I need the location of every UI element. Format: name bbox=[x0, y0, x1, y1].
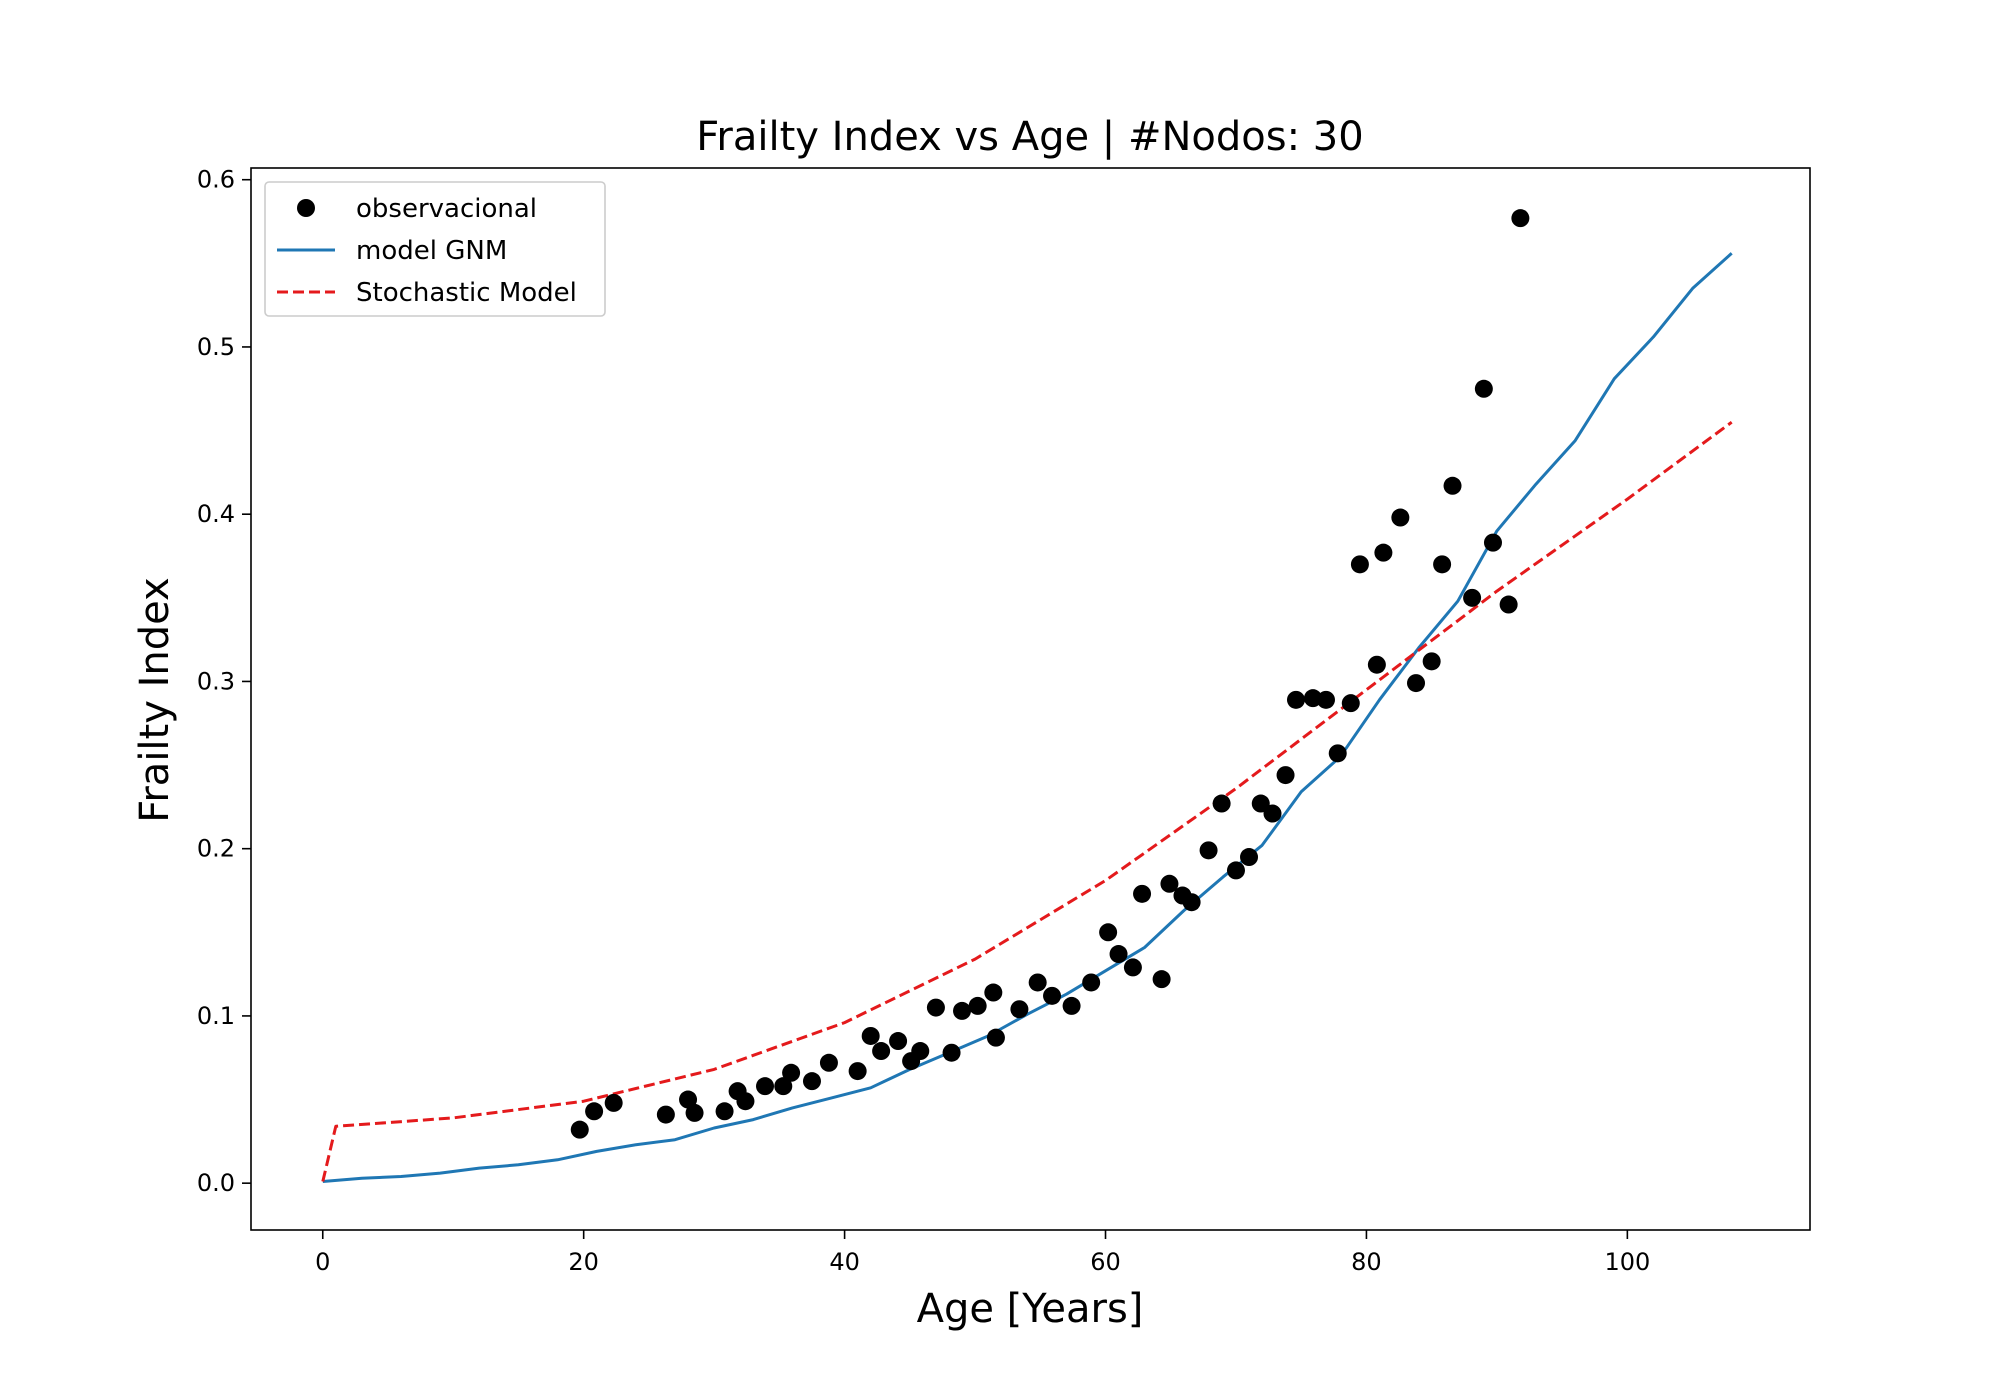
plot-area bbox=[321, 209, 1733, 1183]
x-tick-label: 0 bbox=[315, 1248, 330, 1276]
data-point bbox=[986, 1028, 1005, 1047]
legend-label: Stochastic Model bbox=[356, 278, 577, 308]
data-point bbox=[782, 1063, 801, 1082]
data-point bbox=[1407, 674, 1426, 693]
y-tick-label: 0.0 bbox=[197, 1169, 235, 1197]
data-point bbox=[1374, 543, 1393, 562]
data-point bbox=[1152, 970, 1171, 989]
data-point bbox=[1263, 804, 1282, 823]
data-point bbox=[911, 1042, 930, 1061]
data-point bbox=[1109, 945, 1128, 964]
data-point bbox=[1043, 986, 1062, 1005]
x-tick-label: 80 bbox=[1351, 1248, 1382, 1276]
data-point bbox=[926, 998, 945, 1017]
y-tick-label: 0.6 bbox=[197, 166, 235, 194]
x-tick-label: 100 bbox=[1604, 1248, 1650, 1276]
data-point bbox=[984, 983, 1003, 1002]
x-axis-ticks: 0 20 40 60 80 100 bbox=[315, 1230, 1650, 1276]
y-tick-label: 0.3 bbox=[197, 667, 235, 695]
data-point bbox=[1099, 923, 1118, 942]
legend-marker-observacional bbox=[297, 199, 315, 217]
data-point bbox=[685, 1103, 704, 1122]
data-point bbox=[1443, 476, 1462, 495]
data-point bbox=[953, 1001, 972, 1020]
data-point bbox=[1133, 884, 1152, 903]
legend: observacional model GNM Stochastic Model bbox=[264, 181, 606, 317]
series-line-2 bbox=[321, 420, 1733, 1182]
data-point bbox=[848, 1062, 867, 1081]
data-point bbox=[1316, 690, 1335, 709]
data-point bbox=[1391, 508, 1410, 527]
data-point bbox=[604, 1093, 623, 1112]
legend-label: observacional bbox=[356, 194, 537, 224]
chart-title: Frailty Index vs Age | #Nodos: 30 bbox=[696, 114, 1363, 160]
data-point bbox=[756, 1077, 775, 1096]
x-axis-label: Age [Years] bbox=[917, 1286, 1144, 1332]
data-point bbox=[1240, 848, 1259, 867]
data-point bbox=[1010, 1000, 1029, 1019]
data-point bbox=[1028, 973, 1047, 992]
data-point bbox=[1251, 794, 1270, 813]
data-point bbox=[679, 1090, 698, 1109]
legend-box bbox=[264, 181, 606, 317]
data-point bbox=[1328, 744, 1347, 763]
y-axis-label: Frailty Index bbox=[132, 577, 178, 822]
x-tick-label: 20 bbox=[568, 1248, 599, 1276]
data-point bbox=[889, 1032, 908, 1051]
x-tick-label: 40 bbox=[829, 1248, 860, 1276]
y-axis-ticks: 0.0 0.1 0.2 0.3 0.4 0.5 0.6 bbox=[197, 166, 251, 1197]
data-point bbox=[1276, 766, 1295, 785]
data-point bbox=[802, 1072, 821, 1091]
data-point bbox=[1082, 973, 1101, 992]
data-point bbox=[1123, 958, 1142, 977]
data-point bbox=[1511, 209, 1530, 228]
data-point bbox=[1422, 652, 1441, 671]
x-tick-label: 60 bbox=[1090, 1248, 1121, 1276]
data-point bbox=[1474, 379, 1493, 398]
data-point bbox=[570, 1120, 589, 1139]
y-tick-label: 0.4 bbox=[197, 500, 235, 528]
data-point bbox=[1182, 893, 1201, 912]
y-tick-label: 0.5 bbox=[197, 333, 235, 361]
data-point bbox=[1463, 588, 1482, 607]
data-point bbox=[1350, 555, 1369, 574]
data-point bbox=[942, 1043, 961, 1062]
data-point bbox=[1341, 694, 1360, 713]
data-point bbox=[1226, 861, 1245, 880]
plot-frame bbox=[250, 167, 1811, 1231]
data-point bbox=[1367, 655, 1386, 674]
data-point bbox=[1303, 689, 1322, 708]
data-point bbox=[1199, 841, 1218, 860]
data-point bbox=[819, 1053, 838, 1072]
data-point bbox=[1286, 690, 1305, 709]
data-point bbox=[715, 1102, 734, 1121]
data-point bbox=[968, 996, 987, 1015]
data-point bbox=[774, 1077, 793, 1096]
data-point bbox=[1062, 996, 1081, 1015]
y-tick-label: 0.2 bbox=[197, 835, 235, 863]
data-point bbox=[1483, 533, 1502, 552]
data-point bbox=[1499, 595, 1518, 614]
series-line-1 bbox=[322, 252, 1733, 1183]
data-point bbox=[872, 1042, 891, 1061]
data-point bbox=[736, 1092, 755, 1111]
y-tick-label: 0.1 bbox=[197, 1002, 235, 1030]
data-point bbox=[656, 1105, 675, 1124]
data-point bbox=[861, 1026, 880, 1045]
legend-label: model GNM bbox=[356, 236, 507, 266]
data-point bbox=[1160, 874, 1179, 893]
data-point bbox=[1433, 555, 1452, 574]
data-point bbox=[1212, 794, 1231, 813]
data-point bbox=[585, 1102, 604, 1121]
